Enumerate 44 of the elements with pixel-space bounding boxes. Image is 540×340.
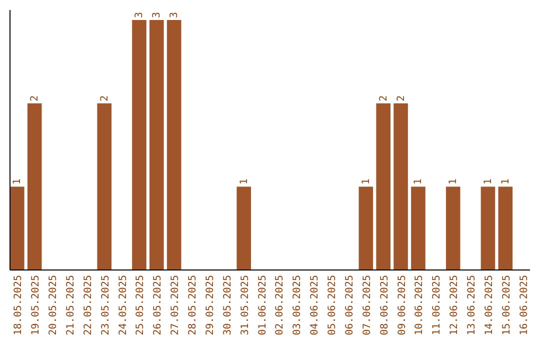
data-label: 1 (360, 178, 372, 185)
x-tick-label: 26.05.2025 (152, 275, 164, 336)
data-label: 2 (378, 95, 390, 102)
x-tick-label: 09.06.2025 (396, 275, 408, 336)
data-label: 1 (448, 178, 460, 185)
data-label: 3 (134, 12, 146, 18)
x-tick-label: 03.06.2025 (292, 275, 304, 336)
x-tick-label: 20.05.2025 (48, 275, 60, 336)
x-tick-label: 28.05.2025 (188, 275, 199, 336)
x-tick-label: 01.06.2025 (257, 275, 268, 336)
x-tick-label: 02.06.2025 (274, 275, 286, 336)
x-tick-label: 21.05.2025 (65, 275, 76, 336)
data-label: 2 (30, 95, 41, 102)
x-tick-label: 11.06.2025 (432, 275, 443, 336)
data-label: 1 (12, 178, 24, 185)
data-label: 1 (238, 178, 250, 185)
x-tick-label: 25.05.2025 (135, 275, 146, 336)
x-tick-label: 06.06.2025 (344, 275, 356, 336)
x-tick-label: 05.06.2025 (327, 275, 338, 336)
x-tick-label: 04.06.2025 (310, 275, 321, 336)
data-label: 3 (169, 12, 180, 18)
x-tick-label: 10.06.2025 (414, 275, 426, 336)
x-tick-label: 19.05.2025 (30, 275, 42, 336)
x-tick-label: 22.05.2025 (82, 275, 94, 336)
x-tick-label: 27.05.2025 (170, 275, 182, 336)
x-tick-label: 23.05.2025 (100, 275, 112, 336)
x-tick-label: 14.06.2025 (484, 275, 495, 336)
data-label: 3 (152, 12, 163, 18)
data-label: 2 (99, 95, 110, 102)
data-label: 2 (396, 95, 407, 102)
x-tick-label: 24.05.2025 (118, 275, 129, 336)
x-tick-label: 31.05.2025 (240, 275, 251, 336)
data-label: 1 (413, 178, 424, 185)
x-tick-label: 15.06.2025 (501, 275, 512, 336)
x-tick-label: 07.06.2025 (362, 275, 373, 336)
x-tick-label: 18.05.2025 (13, 275, 24, 336)
x-tick-label: 29.05.2025 (204, 275, 216, 336)
x-tick-label: 16.06.2025 (518, 275, 530, 336)
x-tick-label: 12.06.2025 (449, 275, 460, 336)
data-label: 1 (482, 178, 494, 185)
x-tick-label: 13.06.2025 (466, 275, 478, 336)
x-tick-label: 08.06.2025 (379, 275, 390, 336)
data-label: 1 (500, 178, 512, 185)
x-tick-label: 30.05.2025 (222, 275, 234, 336)
